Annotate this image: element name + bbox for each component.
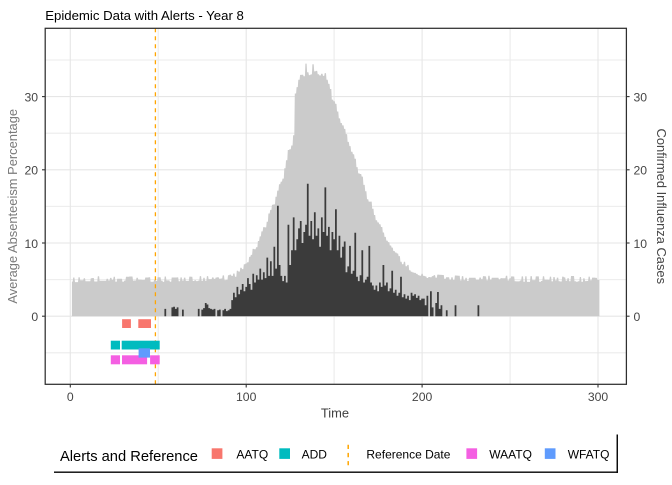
svg-text:Average Absenteeism Percentage: Average Absenteeism Percentage: [5, 109, 20, 304]
svg-text:30: 30: [634, 91, 648, 105]
svg-text:0: 0: [31, 310, 38, 324]
svg-text:ADD: ADD: [302, 448, 328, 462]
svg-text:200: 200: [412, 390, 433, 404]
svg-text:Reference Date: Reference Date: [366, 448, 450, 462]
svg-text:Alerts and Reference: Alerts and Reference: [60, 449, 198, 465]
svg-text:10: 10: [634, 237, 648, 251]
svg-text:100: 100: [236, 390, 257, 404]
svg-text:WAATQ: WAATQ: [489, 448, 532, 462]
svg-text:Epidemic Data with Alerts - Ye: Epidemic Data with Alerts - Year 8: [45, 8, 244, 23]
svg-text:Confirmed Influenza Cases: Confirmed Influenza Cases: [654, 129, 669, 284]
svg-text:300: 300: [588, 390, 609, 404]
svg-text:10: 10: [25, 237, 39, 251]
svg-text:Time: Time: [321, 406, 349, 421]
svg-text:20: 20: [25, 164, 39, 178]
svg-text:0: 0: [634, 310, 641, 324]
svg-text:WFATQ: WFATQ: [568, 448, 610, 462]
svg-text:30: 30: [25, 91, 39, 105]
svg-text:0: 0: [67, 390, 74, 404]
svg-text:AATQ: AATQ: [236, 448, 268, 462]
svg-text:20: 20: [634, 164, 648, 178]
